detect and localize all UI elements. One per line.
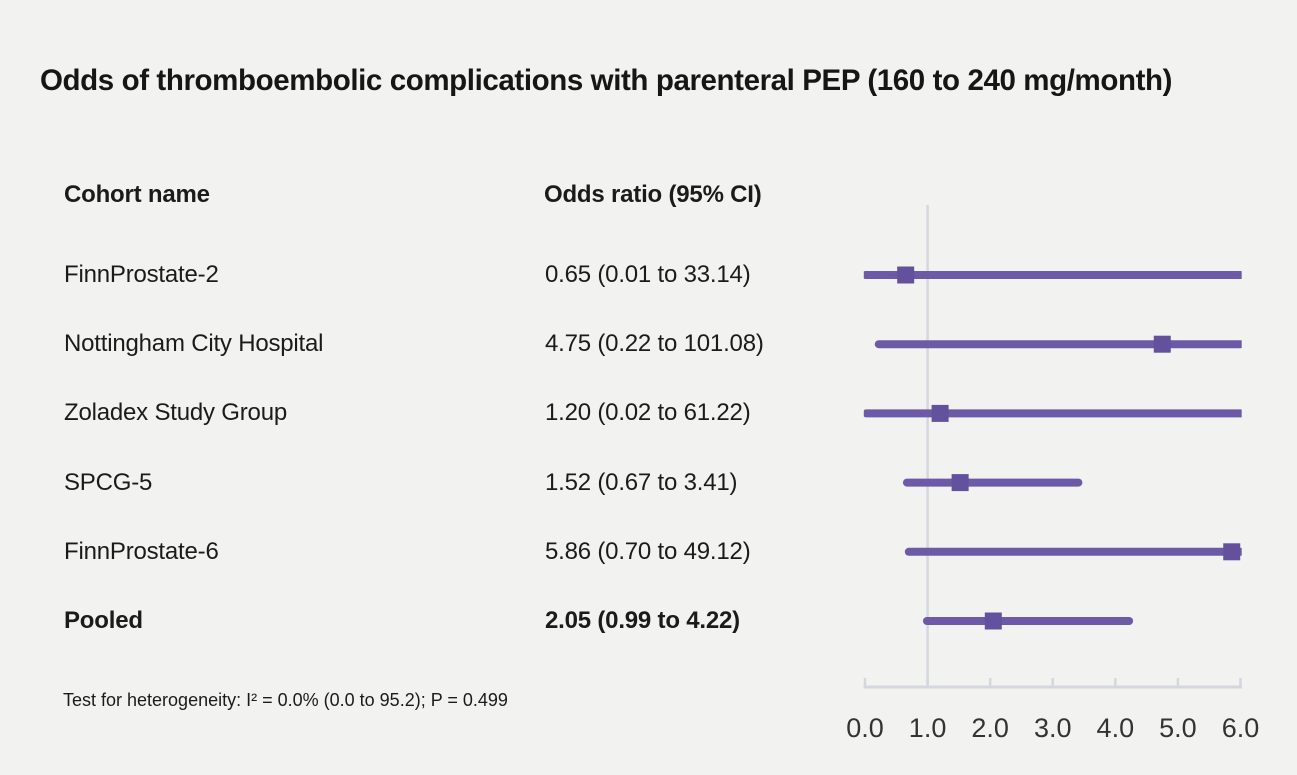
cohort-name: FinnProstate-2 xyxy=(64,261,219,288)
chart-title: Odds of thromboembolic complications wit… xyxy=(40,64,1173,97)
column-header-odds-ratio: Odds ratio (95% CI) xyxy=(544,181,762,208)
x-axis-tick-label: 1.0 xyxy=(909,713,947,743)
cohort-name: Nottingham City Hospital xyxy=(64,330,324,358)
odds-ratio-value: 5.86 (0.70 to 49.12) xyxy=(545,537,751,565)
point-estimate-marker xyxy=(1153,335,1171,353)
x-axis-tick-label: 4.0 xyxy=(1097,713,1135,743)
ci-lines-group xyxy=(863,266,1242,630)
cohort-name: FinnProstate-6 xyxy=(64,537,219,565)
x-axis-tick-label: 2.0 xyxy=(971,713,1009,743)
point-estimate-marker xyxy=(1223,543,1241,561)
cohort-name: Zoladex Study Group xyxy=(64,399,287,427)
heterogeneity-note: Test for heterogeneity: I² = 0.0% (0.0 t… xyxy=(63,690,508,710)
x-axis-tick-label: 6.0 xyxy=(1222,713,1260,743)
point-estimate-marker xyxy=(951,474,969,492)
point-estimate-marker xyxy=(897,266,915,284)
cohort-name: SPCG-5 xyxy=(64,468,153,496)
odds-ratio-value: 1.52 (0.67 to 3.41) xyxy=(545,468,738,496)
odds-ratio-value: 2.05 (0.99 to 4.22) xyxy=(545,607,740,634)
odds-ratio-value: 1.20 (0.02 to 61.22) xyxy=(545,399,751,427)
odds-ratio-value: 4.75 (0.22 to 101.08) xyxy=(545,330,764,358)
cohort-name: Pooled xyxy=(64,607,143,634)
x-axis-tick-label: 0.0 xyxy=(846,713,884,743)
x-axis-tick-label: 5.0 xyxy=(1159,713,1197,743)
point-estimate-marker xyxy=(984,612,1002,630)
point-estimate-marker xyxy=(931,404,949,422)
column-header-cohort-name: Cohort name xyxy=(64,181,210,208)
x-axis-tick-label: 3.0 xyxy=(1034,713,1072,743)
odds-ratio-value: 0.65 (0.01 to 33.14) xyxy=(545,261,751,288)
